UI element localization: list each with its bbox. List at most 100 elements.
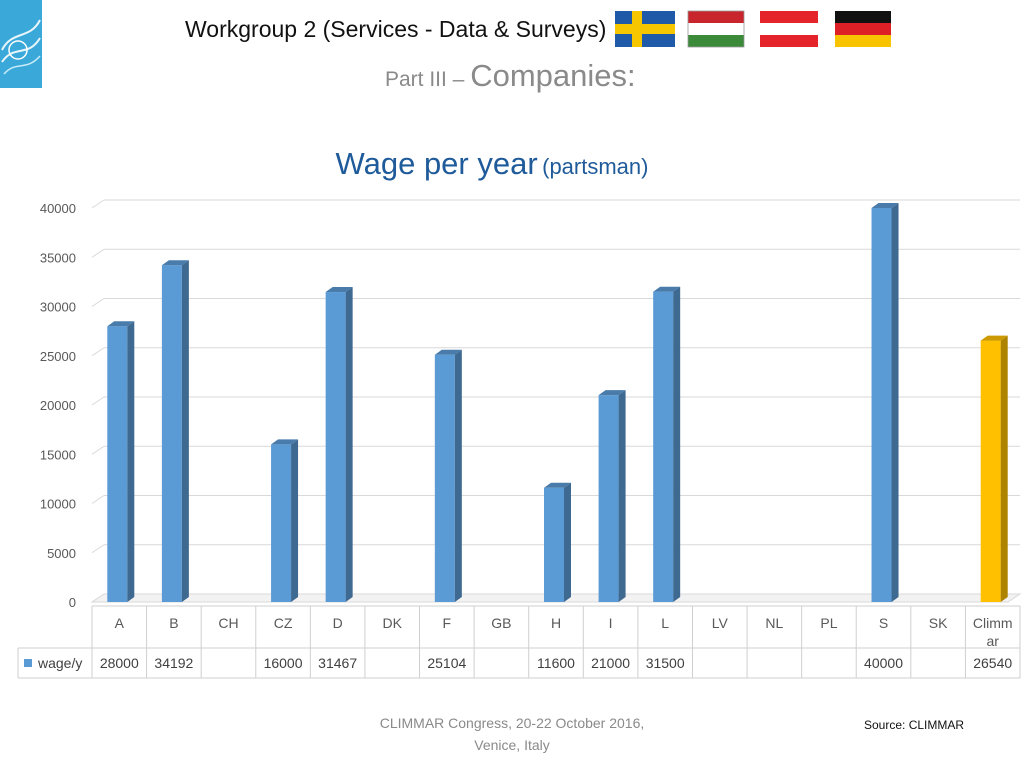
bar-top-cz: [271, 439, 299, 445]
bar-side-i: [618, 390, 626, 602]
bar-side-s: [891, 203, 899, 602]
x-tick-label-d: D: [333, 615, 343, 631]
data-label-d: 31467: [318, 655, 357, 671]
page-title: Workgroup 2 (Services - Data & Surveys): [185, 16, 607, 42]
x-tick-label-lv: LV: [712, 615, 729, 631]
x-tick-label-f: F: [443, 615, 452, 631]
bar-top-climmar: [980, 335, 1008, 341]
gridline-side-1: [91, 544, 105, 554]
chart-title-main: Wage per year: [335, 146, 538, 181]
x-tick-label-climmar: Climm ar: [973, 615, 1013, 649]
data-label-b: 34192: [154, 655, 193, 671]
section-subtitle: Part III – Companies:: [385, 58, 636, 94]
bar-top-a: [107, 321, 135, 327]
gridline-side-6: [91, 298, 105, 307]
gridline-side-2: [91, 495, 105, 504]
bar-cz: [271, 439, 299, 602]
data-label-l: 31500: [646, 655, 685, 671]
germany-flag: [835, 11, 891, 47]
bar-b: [161, 260, 189, 602]
chart-title-sub: (partsman): [542, 154, 649, 179]
x-tick-label-a: A: [115, 615, 125, 631]
gridline-side-5: [91, 347, 105, 357]
gridline-side-8: [91, 199, 105, 209]
data-label-cz: 16000: [264, 655, 303, 671]
data-label-f: 25104: [427, 655, 466, 671]
source-note: Source: CLIMMAR: [864, 718, 965, 732]
gridline-side-3: [91, 445, 105, 455]
bar-top-d: [325, 287, 353, 293]
bar-front-b: [161, 265, 182, 602]
x-tick-label-ch: CH: [218, 615, 238, 631]
data-label-s: 40000: [864, 655, 903, 671]
y-tick-label-0: 0: [69, 595, 76, 610]
data-label-a: 28000: [100, 655, 139, 671]
bar-i: [598, 390, 626, 602]
x-tick-label-dk: DK: [383, 615, 403, 631]
footer: CLIMMAR Congress, 20-22 October 2016, Ve…: [340, 712, 684, 756]
x-tick-label-l: L: [661, 615, 669, 631]
x-tick-label-nl: NL: [765, 615, 783, 631]
y-tick-label-4: 20000: [40, 398, 76, 413]
bar-front-d: [325, 292, 346, 602]
x-tick-label-s: S: [879, 615, 888, 631]
bar-front-s: [871, 208, 892, 602]
subtitle-main: Companies:: [470, 58, 636, 93]
footer-line-1: CLIMMAR Congress, 20-22 October 2016,: [379, 715, 645, 731]
footer-line-2: Venice, Italy: [474, 737, 550, 753]
gridline-side-4: [91, 396, 105, 406]
y-tick-label-2: 10000: [40, 497, 76, 512]
bar-d: [325, 287, 353, 602]
y-tick-label-5: 25000: [40, 349, 76, 364]
bar-top-b: [161, 260, 189, 266]
bar-side-d: [345, 287, 353, 602]
x-tick-label-sk: SK: [929, 615, 948, 631]
data-label-h: 11600: [537, 655, 575, 671]
flags-group: [615, 10, 891, 48]
x-tick-label-cz: CZ: [274, 615, 293, 631]
logo-icon: [0, 0, 42, 88]
bar-s: [871, 203, 899, 602]
bar-front-l: [653, 291, 674, 602]
gridline-side-7: [91, 248, 105, 258]
bar-a: [107, 321, 135, 602]
bar-l: [653, 286, 681, 602]
bar-side-climmar: [1000, 335, 1008, 602]
x-tick-label-b: B: [169, 615, 178, 631]
bar-side-b: [181, 260, 189, 602]
bar-climmar: [980, 335, 1008, 602]
sweden-flag: [615, 11, 675, 47]
x-tick-label-h: H: [551, 615, 561, 631]
hungary-flag: [687, 10, 745, 48]
bar-top-s: [871, 203, 899, 208]
bar-top-h: [544, 482, 571, 488]
x-tick-label-i: I: [609, 615, 613, 631]
y-tick-label-1: 5000: [47, 546, 76, 561]
bar-front-h: [544, 487, 564, 602]
y-tick-label-3: 15000: [40, 447, 76, 462]
bar-h: [544, 482, 571, 602]
chart-title: Wage per year (partsman): [0, 146, 984, 182]
austria-flag: [760, 11, 818, 47]
bar-side-l: [673, 286, 681, 602]
bar-top-l: [653, 286, 681, 292]
bar-side-h: [564, 482, 571, 602]
bar-side-cz: [291, 439, 299, 602]
x-tick-label-pl: PL: [820, 615, 837, 631]
bar-front-a: [107, 326, 128, 602]
x-tick-label-gb: GB: [491, 615, 511, 631]
data-label-i: 21000: [591, 655, 630, 671]
subtitle-prefix: Part III –: [385, 68, 471, 91]
bar-top-i: [598, 390, 626, 396]
bar-side-f: [454, 349, 462, 602]
y-tick-label-6: 30000: [40, 300, 76, 315]
bar-f: [434, 349, 462, 602]
y-tick-label-8: 40000: [40, 201, 76, 216]
bar-side-a: [127, 321, 135, 602]
legend-key: [24, 659, 32, 667]
bar-chart: 0 5000 10000 15000 20000 25000 30000 35000 40000…: [17, 199, 1022, 679]
bar-front-cz: [271, 444, 292, 602]
bar-front-i: [598, 395, 619, 602]
bar-top-f: [434, 349, 462, 355]
bar-front-climmar: [980, 340, 1001, 602]
